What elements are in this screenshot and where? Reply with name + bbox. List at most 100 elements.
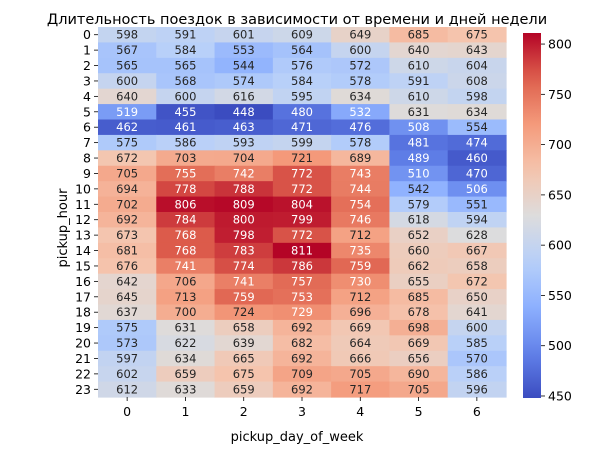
cell-label: 480 — [291, 105, 313, 119]
heatmap-cell — [156, 212, 216, 229]
cell-label: 578 — [349, 74, 371, 88]
heatmap-cell — [156, 366, 216, 383]
cell-label: 672 — [116, 151, 138, 165]
heatmap-cell — [331, 381, 391, 398]
y-tick-label: 3 — [83, 73, 91, 88]
cell-label: 730 — [349, 274, 371, 288]
heatmap-cell — [98, 227, 157, 244]
cell-label: 628 — [466, 228, 488, 242]
cell-label: 660 — [408, 244, 430, 258]
heatmap-cell — [214, 181, 274, 198]
cell-label: 634 — [349, 89, 371, 103]
heatmap-cell — [98, 57, 157, 74]
heatmap-cell — [98, 119, 157, 136]
heatmap-cell — [214, 57, 274, 74]
cell-label: 455 — [174, 105, 196, 119]
x-tick-label: 1 — [181, 404, 189, 419]
cell-label: 772 — [291, 228, 313, 242]
heatmap-cell — [389, 381, 449, 398]
heatmap-cell — [389, 273, 449, 290]
cell-label: 462 — [116, 120, 138, 134]
cell-label: 551 — [466, 197, 488, 211]
cell-label: 704 — [233, 151, 255, 165]
heatmap-cell — [156, 350, 216, 367]
heatmap-cell — [98, 366, 157, 383]
x-tick-label: 5 — [415, 404, 423, 419]
cell-label: 788 — [233, 182, 255, 196]
cell-label: 463 — [233, 120, 255, 134]
heatmap-cell — [98, 181, 157, 198]
cell-label: 506 — [466, 182, 488, 196]
cell-label: 608 — [466, 74, 488, 88]
cell-label: 669 — [408, 336, 430, 350]
heatmap-cell — [272, 319, 332, 336]
cell-label: 746 — [349, 213, 371, 227]
heatmap-cell — [447, 181, 507, 198]
cell-label: 705 — [349, 367, 371, 381]
cell-label: 568 — [174, 74, 196, 88]
cell-label: 616 — [233, 89, 255, 103]
cell-label: 600 — [116, 74, 138, 88]
cell-label: 772 — [291, 166, 313, 180]
heatmap-cell — [331, 350, 391, 367]
x-axis-ticks: 0 1 2 3 4 5 6 — [123, 397, 481, 419]
cell-label: 669 — [349, 321, 371, 335]
heatmap-cell — [331, 289, 391, 306]
heatmap-cell — [272, 119, 332, 136]
cell-label: 799 — [291, 213, 313, 227]
cell-label: 634 — [174, 351, 196, 365]
cell-label: 806 — [174, 197, 196, 211]
heatmap-cell — [389, 73, 449, 90]
heatmap-cell — [447, 42, 507, 59]
cell-label: 689 — [349, 151, 371, 165]
cell-label: 692 — [291, 351, 313, 365]
cell-label: 698 — [408, 321, 430, 335]
y-tick-label: 15 — [75, 258, 91, 273]
heatmap-cell — [214, 335, 274, 352]
heatmap-cell — [98, 304, 157, 321]
heatmap-cell — [331, 119, 391, 136]
heatmap-cell — [447, 273, 507, 290]
heatmap-cell — [331, 304, 391, 321]
heatmap-cell — [156, 227, 216, 244]
cell-label: 460 — [466, 151, 488, 165]
heatmap-cell — [389, 165, 449, 182]
cell-label: 804 — [291, 197, 313, 211]
cell-label: 594 — [466, 213, 488, 227]
heatmap-cell — [98, 335, 157, 352]
heatmap-cell — [214, 27, 274, 44]
cell-label: 685 — [408, 290, 430, 304]
heatmap-cell — [389, 196, 449, 213]
heatmap-cell — [447, 289, 507, 306]
heatmap-cell — [214, 165, 274, 182]
cell-label: 705 — [116, 166, 138, 180]
cell-label: 474 — [466, 136, 488, 150]
heatmap-cell — [389, 88, 449, 105]
heatmap-cell — [389, 150, 449, 167]
heatmap-cell — [156, 196, 216, 213]
heatmap-cell — [447, 119, 507, 136]
heatmap-cell — [272, 196, 332, 213]
cell-label: 602 — [116, 367, 138, 381]
cell-label: 656 — [408, 351, 430, 365]
cell-label: 676 — [116, 259, 138, 273]
heatmap-cell — [389, 119, 449, 136]
heatmap-cell — [98, 319, 157, 336]
heatmap-cell — [272, 42, 332, 59]
heatmap-cell — [389, 335, 449, 352]
heatmap-cell — [156, 104, 216, 121]
cell-label: 681 — [116, 244, 138, 258]
cell-label: 706 — [174, 274, 196, 288]
cell-label: 481 — [408, 136, 430, 150]
heatmap-cell — [389, 304, 449, 321]
heatmap-cell — [331, 134, 391, 151]
cell-label: 672 — [466, 274, 488, 288]
colorbar-tick-label: 700 — [548, 137, 572, 152]
heatmap-cell — [214, 304, 274, 321]
heatmap-cell — [447, 381, 507, 398]
heatmap-cell — [389, 350, 449, 367]
cell-label: 700 — [174, 305, 196, 319]
